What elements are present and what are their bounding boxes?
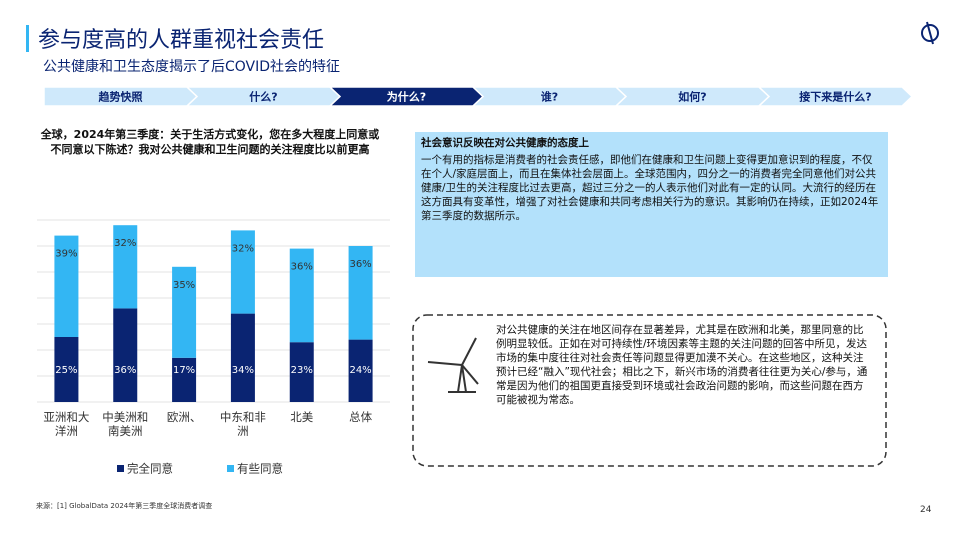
x-tick-label: 欧洲、 (166, 410, 202, 424)
data-label: 25% (55, 365, 77, 376)
data-label: 23% (291, 365, 313, 376)
bar-segment (113, 308, 138, 402)
insight-body: 一个有用的指标是消费者的社会责任感，即他们在健康和卫生问题上变得更加意识到的程度… (421, 154, 879, 222)
data-label: 24% (349, 365, 371, 376)
data-label: 35% (173, 280, 195, 291)
x-tick-label: 总体 (349, 410, 373, 424)
data-label: 36% (349, 259, 371, 270)
data-label: 32% (114, 238, 136, 249)
note-body: 对公共健康的关注在地区间存在显著差异，尤其是在欧洲和北美，那里同意的比例明显较低… (496, 324, 868, 406)
chart-title: 全球，2024年第三季度：关于生活方式变化，您在多大程度上同意或不同意以下陈述？… (40, 128, 380, 156)
insight-box: 社会意识反映在对公共健康的态度上 一个有用的指标是消费者的社会责任感，即他们在健… (415, 132, 888, 277)
bar-segment (54, 235, 79, 337)
title: 参与度高的人群重视社会责任 (38, 28, 325, 53)
data-label: 17% (173, 365, 195, 376)
nav-label: 为什么? (387, 90, 426, 104)
data-label: 36% (114, 365, 136, 376)
legend-swatch (117, 465, 124, 472)
bar-segment (172, 357, 197, 402)
x-tick-label: 中美洲和南美洲 (102, 410, 149, 438)
bar-segment (54, 337, 79, 402)
logo (921, 21, 939, 45)
bar-segment (230, 313, 255, 402)
bar-segment (348, 339, 373, 402)
title-accent (26, 25, 29, 52)
bar-segment (289, 342, 314, 402)
note-box (412, 314, 887, 467)
bar-segment (230, 230, 255, 314)
data-label: 32% (232, 243, 254, 254)
nav-label: 接下来是什么? (799, 90, 871, 104)
nav-label: 如何? (678, 90, 706, 104)
nav-step (757, 86, 914, 107)
bar-segment (113, 225, 138, 309)
bar-segment (289, 248, 314, 343)
legend-swatch (227, 465, 234, 472)
data-label: 39% (55, 249, 77, 260)
subtitle: 公共健康和卫生态度揭示了后COVID社会的特征 (43, 59, 341, 75)
legend-label: 完全同意 (127, 462, 173, 476)
nav-label: 谁? (541, 90, 558, 104)
legend-label: 有些同意 (237, 462, 283, 476)
page-number: 24 (920, 505, 932, 515)
nav-label: 趋势快照 (99, 90, 143, 104)
x-tick-label: 北美 (290, 410, 314, 424)
insight-title: 社会意识反映在对公共健康的态度上 (421, 137, 589, 149)
data-label: 36% (291, 262, 313, 273)
bar-segment (348, 246, 373, 340)
source: 来源：[1] GlobalData 2024年第三季度全球消费者调查 (36, 502, 213, 510)
data-label: 34% (232, 365, 254, 376)
wind-turbine-icon (427, 337, 479, 393)
x-tick-label: 中东和非洲 (219, 410, 266, 438)
x-tick-label: 亚洲和大洋洲 (43, 410, 90, 438)
bar-segment (172, 266, 197, 358)
nav-label: 什么? (249, 90, 277, 104)
